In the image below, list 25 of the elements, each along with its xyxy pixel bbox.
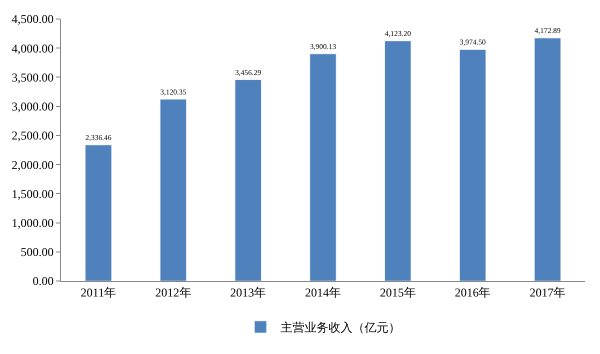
bar: [534, 38, 561, 281]
x-tick-label: 2013年: [230, 285, 266, 300]
y-tick-label: 4,500.00: [12, 12, 54, 26]
y-tick-label: 4,000.00: [12, 41, 54, 56]
bar: [85, 144, 112, 281]
bar: [384, 40, 412, 281]
y-tick-label: 2,500.00: [12, 128, 54, 143]
x-tick-label: 2012年: [155, 285, 192, 300]
bar: [459, 49, 486, 281]
x-tick-label: 2014年: [305, 285, 341, 300]
y-tick-label: 3,000.00: [12, 100, 54, 114]
x-tick-label: 2016年: [454, 285, 491, 300]
y-tick-label: 1,000.00: [12, 216, 54, 230]
x-tick-label: 2015年: [380, 285, 416, 300]
x-tick-label: 2011年: [80, 285, 116, 300]
y-tick-label: 0.00: [32, 274, 54, 288]
bar: [160, 99, 187, 281]
bar: [310, 54, 336, 281]
y-tick-label: 1,500.00: [12, 186, 54, 201]
y-tick-label: 3,500.00: [12, 70, 54, 84]
y-tick-label: 500.00: [20, 245, 54, 260]
x-tick-label: 2017年: [530, 285, 566, 300]
legend-label: 主营业务收入（亿元）: [280, 320, 400, 335]
y-tick-label: 2,000.00: [12, 158, 54, 172]
bar: [234, 80, 262, 281]
